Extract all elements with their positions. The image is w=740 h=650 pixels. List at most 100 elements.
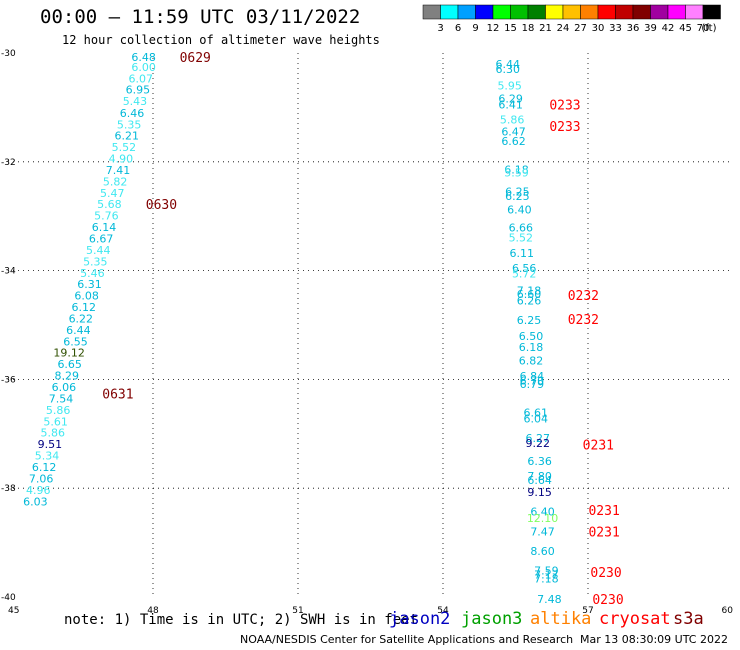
time-label: 0233: [549, 120, 580, 135]
wave-height-point: 6.25: [517, 314, 542, 327]
time-label: 0231: [583, 439, 614, 454]
legend-bin-label: 12: [487, 23, 500, 34]
legend-bin-label: 9: [472, 23, 478, 34]
wave-height-point: 6.40: [507, 204, 532, 217]
wave-height-point: 6.44: [66, 324, 91, 337]
wave-height-point: 5.35: [117, 118, 142, 131]
wave-height-point: 6.12: [71, 301, 96, 314]
time-label: 0232: [568, 289, 599, 304]
generated-timestamp: Mar 13 08:30:09 UTC 2022: [580, 633, 728, 646]
wave-height-point: 7.47: [530, 526, 555, 539]
wave-height-point: 5.76: [94, 210, 119, 223]
wave-height-point: 6.11: [510, 247, 535, 260]
wave-height-point: 6.62: [501, 135, 526, 148]
wave-height-point: 7.18: [534, 573, 559, 586]
wave-height-point: 6.64: [527, 474, 552, 487]
axes: 45 48 51 54 57 60 -30 -32 -34 -36 -38 -40: [1, 49, 733, 616]
legend-bin-label: 15: [504, 23, 517, 34]
wave-height-point: 6.29: [498, 93, 523, 106]
legend-bin-label: 36: [627, 23, 640, 34]
wave-height-point: 6.26: [517, 295, 542, 308]
footer-note: note: 1) Time is in UTC; 2) SWH is in fe…: [64, 612, 419, 628]
legend-bin-label: 45: [679, 23, 692, 34]
legend-swatch: [615, 4, 634, 20]
legend-swatch: [492, 4, 511, 20]
wave-height-point: 5.47: [100, 187, 125, 200]
legend-swatch: [510, 4, 529, 20]
wave-height-point: 6.67: [89, 233, 114, 246]
legend-swatch: [545, 4, 564, 20]
wave-height-point: 6.18: [519, 341, 544, 354]
legend-swatch: [650, 4, 669, 20]
wave-height-point: 6.14: [92, 221, 117, 234]
wave-height-point: 7.18: [517, 285, 542, 298]
wave-height-point: 8.60: [530, 545, 555, 558]
wave-height-point: 6.79: [520, 378, 545, 391]
legend-bin-label: 6: [455, 23, 461, 34]
wave-height-point: 6.47: [501, 125, 526, 138]
wave-height-point: 8.29: [55, 370, 80, 383]
wave-height-point: 5.86: [46, 404, 71, 417]
time-label: 0233: [549, 99, 580, 114]
time-label: 0631: [102, 388, 133, 403]
wave-height-point: 5.95: [497, 80, 522, 93]
chart-title: 00:00 – 11:59 UTC 03/11/2022: [40, 6, 361, 28]
legend-bin-label: 3: [437, 23, 443, 34]
time-label: 0629: [180, 51, 211, 66]
wave-height-point: 6.44: [496, 58, 521, 71]
satellite-label-cryosat: cryosat: [599, 609, 671, 629]
wave-height-point: 6.36: [527, 455, 552, 468]
y-tick-label: -38: [1, 484, 16, 494]
wave-height-point: 6.82: [519, 354, 544, 367]
wave-height-point: 5.61: [43, 415, 68, 428]
wave-height-point: 5.59: [504, 167, 529, 180]
legend-swatch: [440, 4, 459, 20]
wave-height-point: 6.18: [504, 163, 529, 176]
legend-swatch: [562, 4, 581, 20]
wave-height-point: 6.56: [512, 262, 537, 275]
wave-height-point: 6.00: [131, 61, 156, 74]
satellite-label-jason2: jason2: [389, 609, 451, 629]
legend-unit: (ft): [701, 23, 716, 34]
wave-height-point: 6.21: [114, 130, 139, 143]
legend-bin-label: 30: [592, 23, 605, 34]
legend-swatch: [685, 4, 704, 20]
wave-height-point: 19.12: [53, 347, 85, 360]
legend-swatch: [422, 4, 441, 20]
wave-height-point: 6.03: [23, 495, 48, 508]
x-tick-label: 45: [8, 606, 19, 616]
y-tick-label: -40: [1, 593, 16, 603]
wave-height-point: 6.22: [69, 312, 94, 325]
wave-height-point: 9.22: [525, 437, 550, 450]
wave-height-point: 6.25: [505, 186, 530, 199]
legend-bin-label: 70: [697, 23, 710, 34]
wave-height-point: 6.55: [63, 335, 88, 348]
wave-height-point: 9.15: [527, 486, 552, 499]
legend-swatch: [597, 4, 616, 20]
wave-height-point: 6.08: [74, 290, 99, 303]
wave-height-point: 7.41: [106, 164, 131, 177]
wave-height-point: 6.27: [525, 432, 550, 445]
wave-height-point: 5.44: [86, 244, 111, 257]
legend-swatch: [702, 4, 721, 20]
wave-height-point: 5.86: [41, 427, 66, 440]
wave-height-point: 4.96: [26, 484, 51, 497]
wave-height-point: 5.72: [512, 267, 537, 280]
x-tick-label: 54: [437, 606, 449, 616]
wave-height-point: 6.25: [505, 190, 530, 203]
legend-bin-label: 39: [644, 23, 657, 34]
wave-height-point: 6.95: [126, 83, 151, 96]
time-label: 0230: [592, 593, 623, 608]
credit-text: NOAA/NESDIS Center for Satellite Applica…: [240, 633, 574, 646]
wave-height-point: 7.17: [534, 569, 559, 582]
wave-height-point: 9.51: [38, 438, 63, 451]
time-label: 0230: [590, 566, 621, 581]
wave-height-point: 5.34: [35, 450, 60, 463]
x-tick-label: 60: [722, 606, 734, 616]
grid: [8, 53, 733, 597]
time-label: 0231: [588, 526, 619, 541]
x-tick-label: 57: [582, 606, 593, 616]
wave-height-point: 5.43: [123, 95, 148, 108]
x-tick-label: 51: [292, 606, 303, 616]
wave-height-point: 6.12: [32, 461, 57, 474]
